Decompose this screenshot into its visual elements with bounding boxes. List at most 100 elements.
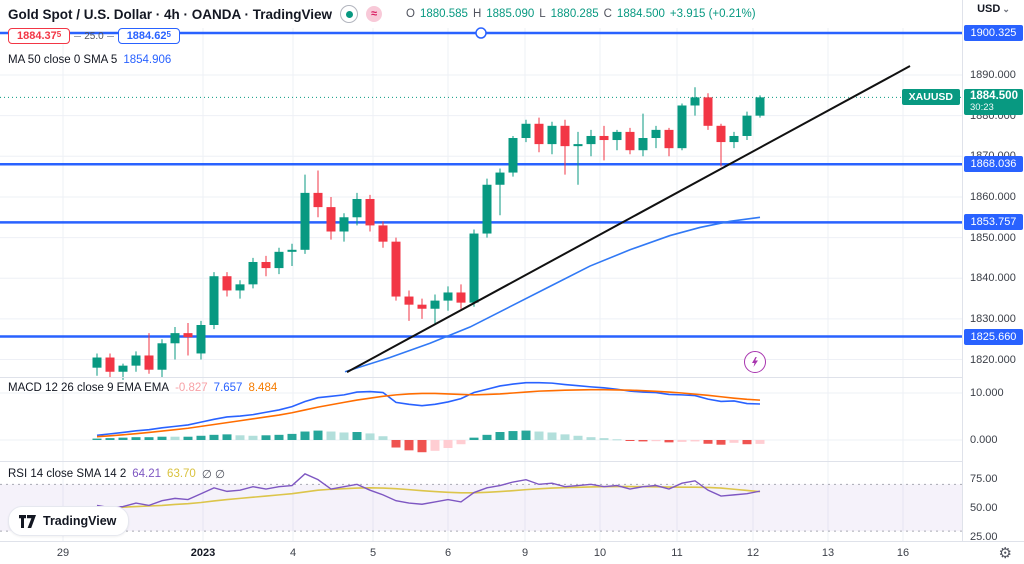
caret-down-icon: ⌄ <box>1002 4 1010 14</box>
tradingview-watermark[interactable]: TradingView <box>8 506 130 536</box>
green-dot-icon <box>345 10 353 18</box>
bar-countdown: 30:23 <box>970 102 994 114</box>
gridlines <box>0 28 962 541</box>
watermark-brand: TradingView <box>43 514 117 528</box>
ma-legend-label[interactable]: MA 50 close 0 SMA 5 <box>8 54 118 66</box>
candle <box>521 123 531 139</box>
candle <box>638 138 648 151</box>
candle <box>664 129 674 149</box>
candle <box>560 125 570 147</box>
candle <box>690 97 700 106</box>
macd-line-value: 7.657 <box>213 382 243 394</box>
candle <box>248 261 258 285</box>
price-scale-label: 1820.000 <box>963 352 1024 367</box>
close-value: 1884.500 <box>616 8 665 20</box>
time-axis-label: 4 <box>289 547 297 559</box>
candle <box>144 355 154 370</box>
spread-value: 25.0 <box>74 31 113 42</box>
rsi-legend-row: RSI 14 close SMA 14 2 64.21 63.70 ∅ ∅ <box>8 467 225 481</box>
time-axis-label: 11 <box>671 547 683 559</box>
level-price-label[interactable]: 1868.036 <box>964 156 1023 173</box>
ma50-line <box>344 216 761 373</box>
lightning-icon <box>752 357 758 367</box>
candle <box>508 138 518 173</box>
open-value: 1880.585 <box>419 8 468 20</box>
macd-line <box>96 381 761 437</box>
candle <box>729 135 739 143</box>
macd-legend-label[interactable]: MACD 12 26 close 9 EMA EMA <box>8 382 170 394</box>
macd-hist-value: -0.827 <box>175 382 208 394</box>
candle <box>326 207 336 232</box>
open-key: O <box>406 8 415 20</box>
candle <box>118 365 128 372</box>
candle <box>417 304 427 309</box>
candle <box>287 249 297 252</box>
candle <box>456 292 466 303</box>
buy-button[interactable]: 1884.62 5 <box>117 28 180 44</box>
macd-histogram <box>92 430 765 453</box>
high-value: 1885.090 <box>486 8 535 20</box>
market-status-icon[interactable] <box>340 5 359 23</box>
settings-gear-icon[interactable]: ⚙ <box>998 545 1012 562</box>
candle <box>183 333 193 338</box>
time-axis-label: 29 <box>56 547 70 559</box>
candle <box>482 184 492 234</box>
time-axis-label: 10 <box>593 547 607 559</box>
ideas-wave-icon[interactable]: ≈ <box>366 6 383 22</box>
rsi-line-value: 64.21 <box>132 468 162 480</box>
quick-trade-lightning-button[interactable] <box>744 351 766 373</box>
candle <box>209 276 219 325</box>
time-axis[interactable]: ⚙ 29 2023 4 5 6 9 10 11 12 13 16 <box>0 541 1024 564</box>
symbol-tag[interactable]: XAUUSD <box>901 89 960 106</box>
sell-price: 1884.37 <box>17 30 57 42</box>
buy-sell-widget: 1884.37 5 25.0 1884.62 5 <box>8 28 180 44</box>
candle <box>599 135 609 141</box>
candle <box>703 97 713 126</box>
ohlc-readout: O 1880.585 H 1885.090 L 1880.285 C 1884.500 … <box>406 8 756 20</box>
candle <box>534 123 544 145</box>
candle <box>222 276 232 291</box>
candle <box>157 343 167 370</box>
price-scale-label: 1890.000 <box>963 68 1024 82</box>
candle <box>365 198 375 226</box>
macd-scale-label: 10.000 <box>963 386 1024 400</box>
currency-label: USD <box>977 3 1001 15</box>
sell-button[interactable]: 1884.37 5 <box>8 28 71 44</box>
candle <box>547 125 557 145</box>
macd-scale-label: 0.000 <box>963 433 1024 447</box>
rsi-band <box>0 483 962 532</box>
price-scale[interactable]: USD⌄ 1890.0001880.0001870.0001860.000185… <box>962 0 1024 544</box>
ma-legend-value: 1854.906 <box>123 54 172 66</box>
pane-separator-rsi[interactable] <box>0 461 1024 462</box>
candle <box>300 192 310 250</box>
currency-selector[interactable]: USD ⌄ <box>963 3 1024 15</box>
level-price-label[interactable]: 1825.660 <box>964 328 1023 345</box>
candle <box>495 172 505 185</box>
level-price-label[interactable]: 1853.757 <box>964 214 1023 231</box>
candle <box>378 225 388 242</box>
rsi-legend-label[interactable]: RSI 14 close SMA 14 2 <box>8 468 127 480</box>
candle <box>105 357 115 372</box>
price-scale-label: 1850.000 <box>963 230 1024 245</box>
price-scale-label: 1830.000 <box>963 311 1024 326</box>
symbol-title[interactable]: Gold Spot / U.S. Dollar · 4h · OANDA · T… <box>8 6 333 22</box>
candle <box>92 357 102 368</box>
macd-signal-value: 8.484 <box>248 382 278 394</box>
candle <box>651 129 661 139</box>
rsi-line <box>96 472 761 509</box>
candle <box>274 251 284 269</box>
time-axis-label: 9 <box>521 547 529 559</box>
macd-legend-row: MACD 12 26 close 9 EMA EMA -0.827 7.657 … <box>8 382 277 394</box>
time-axis-label: 2023 <box>190 547 216 559</box>
candle <box>443 292 453 301</box>
candle <box>586 135 596 145</box>
close-key: C <box>603 8 612 20</box>
trendline <box>346 65 911 374</box>
pane-separator-macd[interactable] <box>0 377 1024 378</box>
candle <box>677 105 687 149</box>
time-axis-label: 5 <box>369 547 377 559</box>
level-price-label[interactable]: 1900.325 <box>964 25 1023 42</box>
chart-header: Gold Spot / U.S. Dollar · 4h · OANDA · T… <box>8 0 756 28</box>
level-drag-handle[interactable] <box>475 27 487 39</box>
